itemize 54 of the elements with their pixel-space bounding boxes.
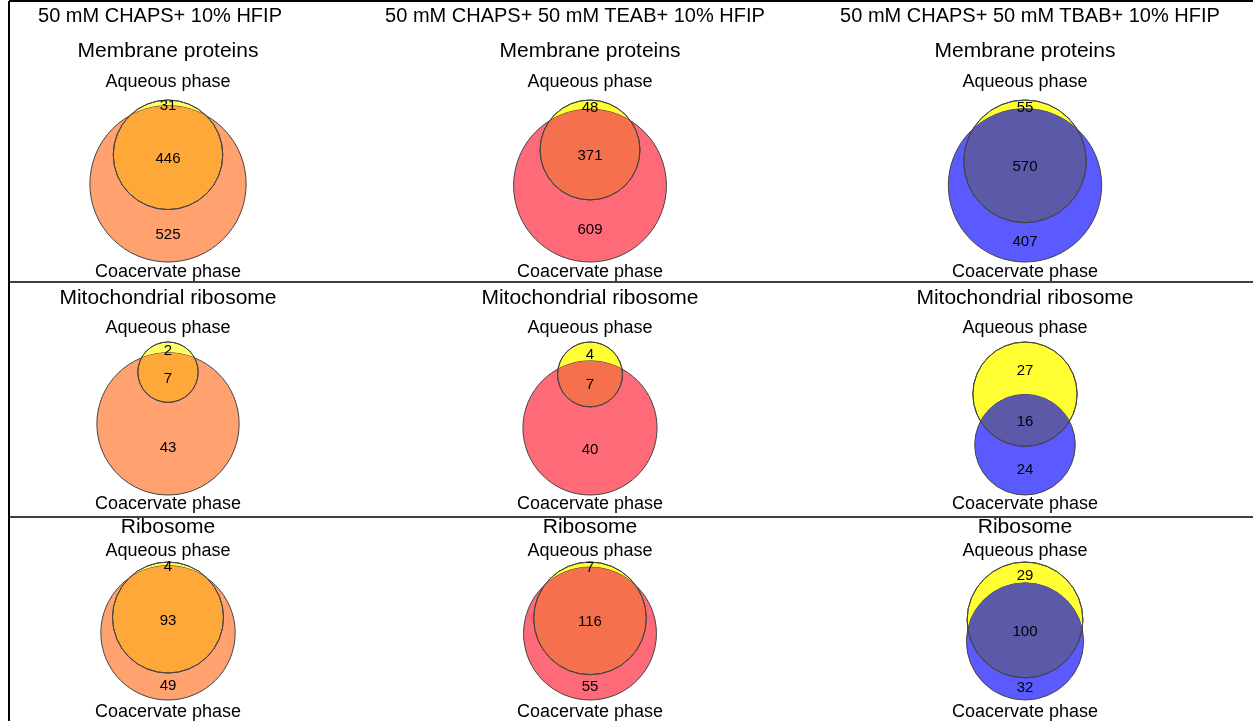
- category-label: Aqueous phase: [105, 317, 231, 337]
- data-label: 2: [163, 340, 173, 358]
- data-label: 4: [585, 344, 595, 362]
- category-label: Aqueous phase: [962, 317, 1088, 337]
- data-label: 100: [1012, 621, 1038, 639]
- data-label: 40: [581, 440, 599, 458]
- text: Mitochondrial ribosome: [59, 285, 277, 308]
- category-label: Aqueous phase: [527, 540, 653, 560]
- category-label: Aqueous phase: [962, 540, 1088, 560]
- category-label: Coacervate phase: [951, 701, 1099, 721]
- data-label: 24: [1016, 459, 1034, 477]
- data-label: 371: [577, 145, 603, 163]
- text: 50 mM CHAPS+ 50 mM TEAB+ 10% HFIP: [385, 4, 765, 26]
- category-label: Aqueous phase: [105, 540, 231, 560]
- text: 50 mM CHAPS+ 10% HFIP: [38, 4, 282, 26]
- data-label: 43: [159, 437, 177, 455]
- data-label: 55: [581, 676, 599, 694]
- text: Mitochondrial ribosome: [916, 285, 1134, 308]
- data-label: 116: [578, 612, 602, 630]
- category-label: Aqueous phase: [962, 71, 1088, 91]
- data-label: 570: [1012, 156, 1038, 174]
- data-label: 32: [1016, 678, 1034, 696]
- data-label: 407: [1012, 231, 1038, 249]
- data-label: 446: [155, 148, 181, 166]
- category-label: Aqueous phase: [105, 71, 231, 91]
- data-label: 93: [159, 610, 177, 628]
- data-label: 29: [1016, 565, 1034, 583]
- category-label: Coacervate phase: [516, 261, 664, 281]
- category-label: Aqueous phase: [527, 317, 653, 337]
- data-label: 16: [1016, 411, 1034, 429]
- text: 50 mM CHAPS+ 50 mM TBAB+ 10% HFIP: [840, 4, 1220, 26]
- text: Membrane proteins: [499, 38, 681, 61]
- text: Membrane proteins: [77, 38, 259, 61]
- data-label: 7: [163, 368, 173, 386]
- category-label: Coacervate phase: [94, 493, 242, 513]
- category-label: Coacervate phase: [951, 261, 1099, 281]
- text: Ribosome: [120, 514, 216, 537]
- data-label: 609: [577, 220, 603, 238]
- category-label: Coacervate phase: [94, 701, 242, 721]
- data-label: 49: [159, 675, 177, 693]
- text: Membrane proteins: [934, 38, 1116, 61]
- data-label: 31: [159, 96, 177, 114]
- text: Ribosome: [977, 514, 1073, 537]
- category-label: Coacervate phase: [94, 261, 242, 281]
- category-label: Coacervate phase: [951, 493, 1099, 513]
- data-label: 7: [585, 557, 595, 575]
- category-label: Coacervate phase: [516, 701, 664, 721]
- category-label: Aqueous phase: [527, 71, 653, 91]
- data-label: 27: [1016, 361, 1034, 379]
- category-label: Coacervate phase: [516, 493, 664, 513]
- text: Ribosome: [542, 514, 638, 537]
- text: Mitochondrial ribosome: [481, 285, 699, 308]
- data-label: 525: [155, 225, 181, 243]
- data-label: 7: [585, 375, 595, 393]
